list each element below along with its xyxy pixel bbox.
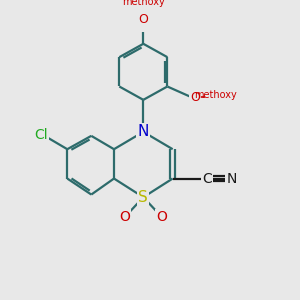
Text: methoxy: methoxy — [194, 90, 237, 100]
Text: O: O — [190, 91, 200, 104]
Text: S: S — [139, 190, 148, 205]
Text: O: O — [157, 210, 167, 224]
Text: O: O — [138, 13, 148, 26]
Text: N: N — [138, 124, 149, 140]
Text: Cl: Cl — [34, 128, 47, 142]
Text: O: O — [119, 210, 130, 224]
Text: C: C — [202, 172, 212, 185]
Text: methoxy: methoxy — [122, 0, 165, 8]
Text: N: N — [226, 172, 237, 185]
